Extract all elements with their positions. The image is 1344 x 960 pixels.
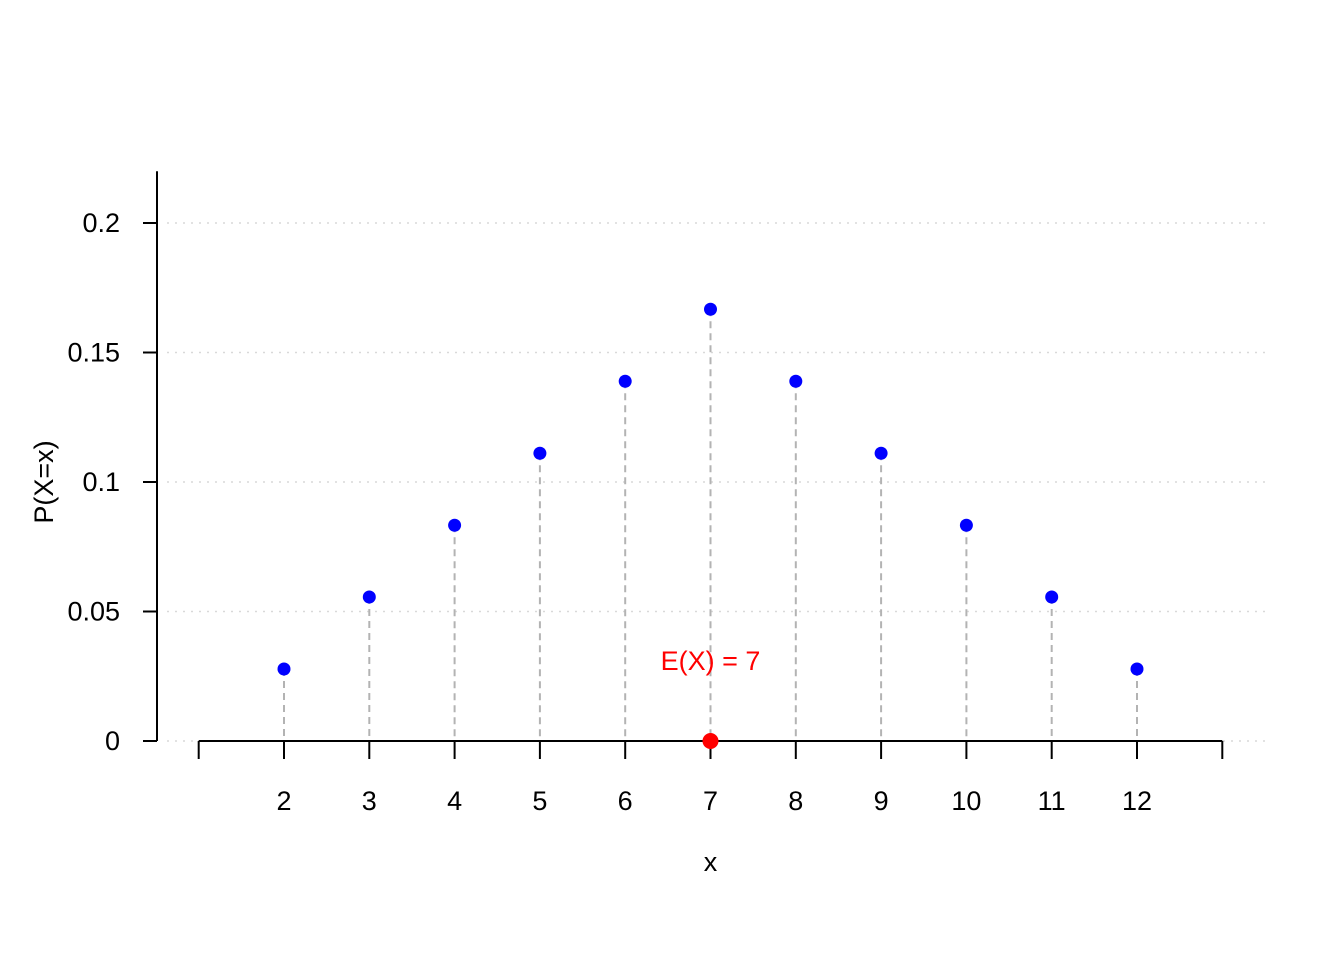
y-axis-title: P(X=x)	[29, 440, 59, 523]
x-tick-label-7: 9	[874, 786, 889, 816]
x-tick-label-1: 3	[362, 786, 377, 816]
data-point-5	[704, 302, 717, 316]
x-axis-title: x	[704, 847, 718, 877]
y-ticks: 0 0.05 0.1 0.15 0.2	[67, 208, 157, 756]
y-tick-label-0: 0	[105, 726, 120, 756]
x-tick-label-6: 8	[788, 786, 803, 816]
data-point-0	[277, 662, 291, 676]
x-tick-label-4: 6	[618, 786, 633, 816]
data-point-6	[789, 374, 803, 388]
y-tick-label-3: 0.15	[67, 338, 120, 368]
data-point-7	[874, 446, 888, 460]
data-point-3	[533, 446, 547, 460]
x-ticks: 2 3 4 5 6 7 8 9 10 11 12	[197, 741, 1224, 816]
y-tick-label-4: 0.2	[82, 208, 120, 238]
x-tick-label-0: 2	[276, 786, 291, 816]
x-tick-label-5: 7	[703, 786, 718, 816]
data-point-1	[362, 590, 376, 604]
stems	[283, 309, 1138, 741]
data-point-4	[618, 374, 632, 388]
expected-value-label: E(X) = 7	[661, 646, 761, 676]
data-point-10	[1130, 662, 1144, 676]
data-points	[277, 302, 1144, 676]
x-tick-label-8: 10	[951, 786, 981, 816]
expected-value-marker	[702, 733, 719, 749]
data-point-9	[1045, 590, 1059, 604]
x-tick-label-3: 5	[532, 786, 547, 816]
y-tick-label-1: 0.05	[67, 597, 120, 627]
x-tick-label-2: 4	[447, 786, 462, 816]
x-tick-label-10: 12	[1122, 786, 1152, 816]
y-tick-label-2: 0.1	[82, 467, 120, 497]
data-point-2	[448, 518, 462, 532]
x-tick-label-9: 11	[1038, 786, 1066, 816]
data-point-8	[959, 518, 973, 532]
